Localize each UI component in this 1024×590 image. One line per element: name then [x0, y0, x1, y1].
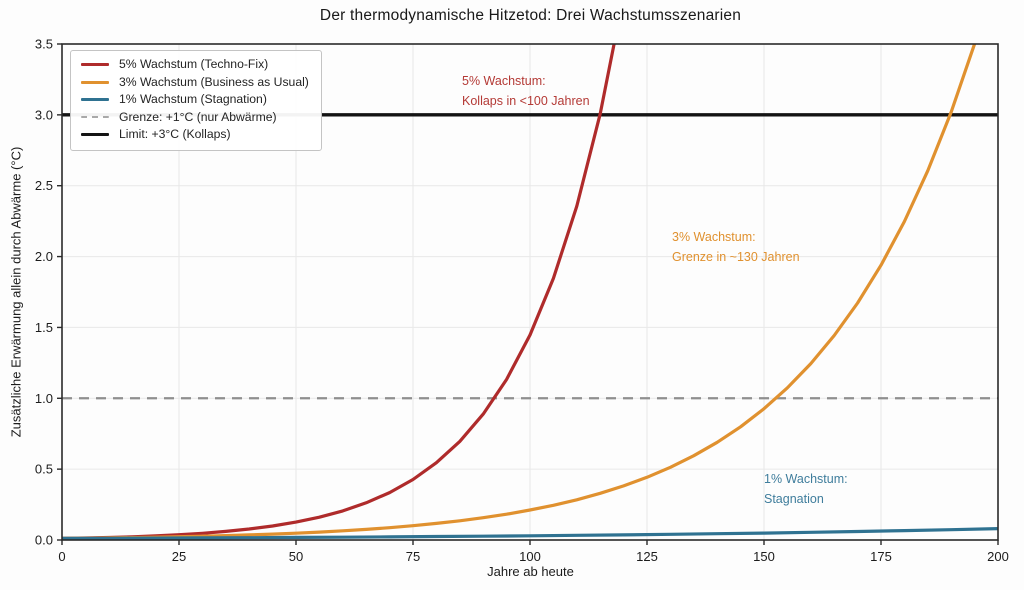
series-line-2: [62, 526, 998, 540]
legend-swatch-5pct: [81, 63, 109, 67]
legend-item-limit: Limit: +3°C (Kollaps): [81, 127, 309, 143]
svg-text:2.0: 2.0: [35, 249, 53, 264]
legend: 5% Wachstum (Techno-Fix) 3% Wachstum (Bu…: [70, 50, 322, 151]
annotation-line: 5% Wachstum:: [462, 74, 546, 88]
annotation-line: Grenze in ~130 Jahren: [672, 249, 800, 264]
annotation-line: 1% Wachstum:: [764, 472, 848, 486]
legend-item-3pct: 3% Wachstum (Business as Usual): [81, 75, 309, 91]
x-axis-label: Jahre ab heute: [487, 564, 574, 579]
legend-item-5pct: 5% Wachstum (Techno-Fix): [81, 57, 309, 73]
legend-label-1pct: 1% Wachstum (Stagnation): [119, 92, 267, 106]
legend-label-5pct: 5% Wachstum (Techno-Fix): [119, 57, 269, 71]
svg-text:1.0: 1.0: [35, 391, 53, 406]
svg-text:3.0: 3.0: [35, 107, 53, 122]
annotation-line: Kollaps in <100 Jahren: [462, 93, 590, 108]
annotation-3pct-limit: 3% Wachstum: Grenze in ~130 Jahren: [672, 228, 800, 267]
legend-label-grenze: Grenze: +1°C (nur Abwärme): [119, 109, 277, 124]
svg-text:0: 0: [58, 549, 65, 564]
svg-text:75: 75: [406, 549, 420, 564]
y-axis-tick-labels: 0.0 0.5 1.0 1.5 2.0 2.5 3.0 3.5: [35, 37, 53, 548]
svg-text:1.5: 1.5: [35, 320, 53, 335]
svg-text:175: 175: [870, 549, 892, 564]
legend-item-grenze: Grenze: +1°C (nur Abwärme): [81, 110, 309, 126]
svg-text:3.5: 3.5: [35, 37, 53, 52]
svg-text:125: 125: [636, 549, 658, 564]
annotation-line: Stagnation: [764, 491, 824, 506]
svg-text:0.0: 0.0: [35, 533, 53, 548]
x-axis-tick-labels: 0 25 50 75 100 125 150 175 200: [58, 549, 1008, 564]
svg-text:50: 50: [289, 549, 303, 564]
svg-text:2.5: 2.5: [35, 178, 53, 193]
svg-text:100: 100: [519, 549, 541, 564]
svg-text:25: 25: [172, 549, 186, 564]
svg-text:0.5: 0.5: [35, 462, 53, 477]
svg-text:150: 150: [753, 549, 775, 564]
annotation-line: 3% Wachstum:: [672, 230, 756, 244]
legend-swatch-3pct: [81, 80, 109, 84]
legend-swatch-1pct: [81, 98, 109, 102]
legend-label-3pct: 3% Wachstum (Business as Usual): [119, 74, 309, 89]
svg-text:200: 200: [987, 549, 1009, 564]
annotation-1pct-stagnation: 1% Wachstum: Stagnation: [764, 470, 848, 509]
legend-swatch-grenze: [81, 116, 109, 119]
series-line-1: [62, 44, 977, 540]
y-axis-ticks: [57, 43, 62, 541]
chart-title: Der thermodynamische Hitzetod: Drei Wach…: [319, 7, 742, 24]
legend-item-1pct: 1% Wachstum (Stagnation): [81, 92, 309, 108]
legend-swatch-limit: [81, 133, 109, 137]
annotation-5pct-collapse: 5% Wachstum: Kollaps in <100 Jahren: [462, 72, 590, 111]
y-axis-label: Zusätzliche Erwärmung allein durch Abwär…: [8, 146, 24, 438]
legend-label-limit: Limit: +3°C (Kollaps): [119, 127, 231, 141]
x-axis-ticks: [61, 540, 999, 545]
